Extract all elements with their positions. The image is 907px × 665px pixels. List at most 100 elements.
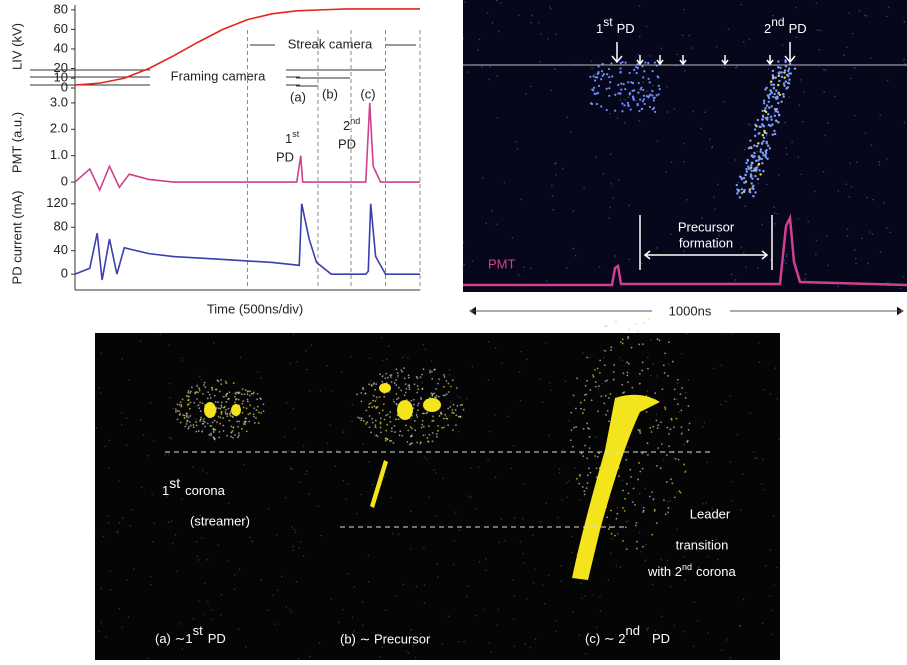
speckle bbox=[242, 412, 244, 414]
speckle bbox=[854, 115, 856, 117]
speckle bbox=[566, 117, 568, 119]
speckle bbox=[492, 22, 494, 24]
speckle bbox=[360, 419, 362, 421]
speckle bbox=[622, 343, 624, 345]
y-tick-label: 3.0 bbox=[50, 94, 68, 109]
speckle bbox=[770, 90, 772, 92]
speckle bbox=[608, 87, 610, 89]
speckle bbox=[335, 466, 336, 467]
speckle bbox=[460, 404, 462, 406]
speckle bbox=[200, 417, 202, 419]
speckle bbox=[405, 383, 407, 385]
speckle bbox=[467, 585, 468, 586]
speckle bbox=[678, 459, 680, 461]
speckle bbox=[591, 68, 593, 70]
speckle bbox=[794, 67, 796, 69]
speckle bbox=[186, 419, 188, 421]
speckle bbox=[550, 90, 552, 92]
speckle bbox=[191, 386, 193, 388]
speckle bbox=[847, 228, 849, 230]
speckle bbox=[226, 435, 228, 437]
speckle bbox=[294, 428, 295, 429]
speckle bbox=[211, 389, 213, 391]
speckle bbox=[759, 362, 760, 363]
speckle bbox=[385, 373, 387, 375]
speckle bbox=[651, 491, 653, 493]
speckle bbox=[676, 398, 677, 399]
speckle bbox=[399, 434, 401, 436]
speckle bbox=[796, 36, 798, 38]
speckle bbox=[610, 393, 612, 395]
speckle bbox=[533, 582, 534, 583]
speckle bbox=[854, 67, 856, 69]
speckle bbox=[116, 531, 117, 532]
speckle bbox=[680, 492, 682, 494]
speckle bbox=[618, 475, 620, 477]
speckle bbox=[195, 419, 196, 420]
speckle bbox=[614, 255, 616, 257]
speckle bbox=[788, 67, 790, 69]
speckle bbox=[395, 384, 397, 386]
speckle bbox=[413, 383, 415, 385]
speckle bbox=[754, 135, 756, 137]
speckle bbox=[744, 174, 746, 176]
speckle bbox=[199, 420, 201, 422]
speckle bbox=[594, 369, 596, 371]
precursor-label: formation bbox=[679, 235, 733, 250]
speckle bbox=[630, 81, 632, 83]
speckle bbox=[410, 629, 411, 630]
speckle bbox=[369, 358, 370, 359]
speckle bbox=[442, 643, 443, 644]
speckle bbox=[741, 178, 743, 180]
speckle bbox=[444, 395, 446, 397]
speckle bbox=[483, 609, 484, 610]
speckle bbox=[763, 489, 764, 490]
speckle bbox=[762, 623, 763, 624]
speckle bbox=[798, 104, 800, 106]
y-tick-label: 2.0 bbox=[50, 121, 68, 136]
speckle bbox=[514, 517, 515, 518]
speckle bbox=[606, 88, 608, 90]
speckle bbox=[586, 393, 588, 395]
speckle bbox=[591, 399, 593, 401]
speckle bbox=[807, 221, 809, 223]
speckle bbox=[300, 541, 301, 542]
speckle bbox=[648, 627, 649, 628]
speckle bbox=[615, 566, 616, 567]
speckle bbox=[704, 111, 706, 113]
speckle bbox=[666, 454, 668, 456]
speckle bbox=[169, 344, 170, 345]
speckle bbox=[203, 418, 205, 420]
pd2-label: 2nd bbox=[343, 116, 360, 133]
speckle bbox=[762, 134, 764, 136]
rest: PD bbox=[208, 631, 226, 646]
speckle bbox=[725, 332, 726, 333]
speckle bbox=[774, 223, 776, 225]
speckle bbox=[198, 600, 199, 601]
speckle bbox=[608, 76, 610, 78]
speckle bbox=[740, 509, 741, 510]
speckle bbox=[523, 562, 524, 563]
speckle bbox=[758, 155, 760, 157]
speckle bbox=[306, 471, 307, 472]
speckle bbox=[198, 404, 200, 406]
speckle bbox=[247, 413, 249, 415]
speckle bbox=[441, 427, 443, 429]
speckle bbox=[579, 499, 580, 500]
speckle bbox=[263, 403, 265, 405]
speckle bbox=[629, 93, 631, 95]
sup: st bbox=[193, 623, 204, 638]
speckle bbox=[749, 139, 751, 141]
page: {"chart_data": [ {"type": "line", "ylabe… bbox=[0, 0, 907, 660]
speckle bbox=[291, 526, 292, 527]
speckle bbox=[606, 73, 608, 75]
speckle bbox=[756, 145, 758, 147]
speckle bbox=[623, 391, 625, 393]
speckle bbox=[417, 409, 419, 411]
speckle bbox=[749, 167, 751, 169]
speckle bbox=[375, 383, 377, 385]
speckle bbox=[201, 379, 202, 380]
speckle bbox=[441, 413, 443, 415]
speckle bbox=[389, 421, 391, 423]
speckle bbox=[823, 91, 825, 93]
